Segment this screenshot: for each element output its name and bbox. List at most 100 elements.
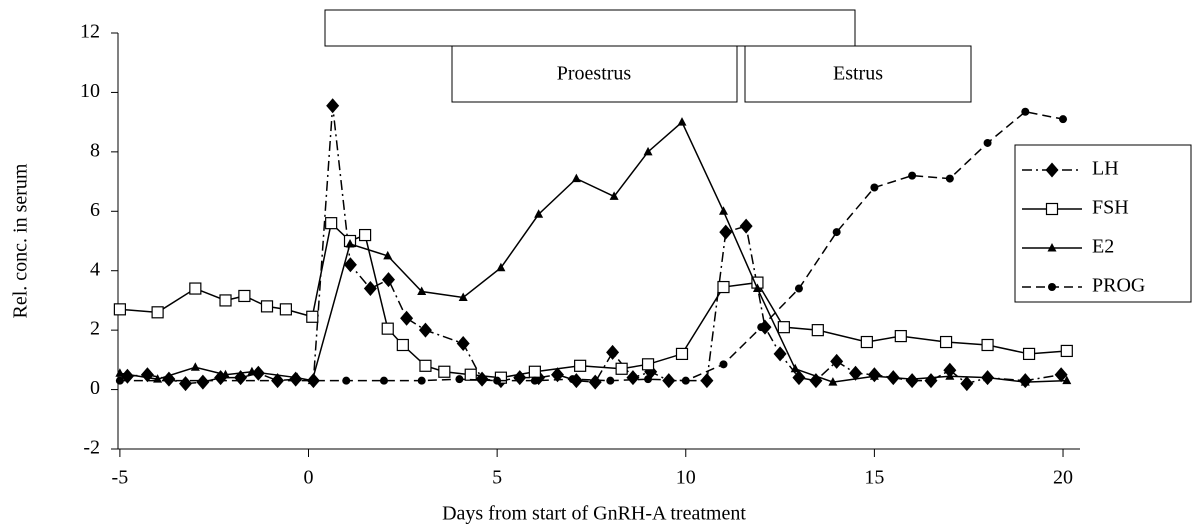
marker (945, 174, 954, 183)
marker (325, 217, 338, 230)
annotation: Proestrus (557, 63, 632, 85)
marker (1047, 243, 1057, 252)
marker (960, 376, 974, 392)
marker (530, 376, 539, 385)
marker (588, 374, 602, 390)
marker (681, 376, 690, 385)
marker (417, 286, 427, 296)
marker (981, 338, 994, 352)
series-line (119, 110, 1064, 382)
y-tick-label: 8 (90, 139, 100, 161)
marker (306, 310, 319, 323)
marker (719, 360, 728, 369)
marker (326, 98, 340, 114)
marker (983, 372, 993, 382)
marker (828, 377, 838, 386)
x-tick-label: 5 (492, 467, 502, 489)
marker (832, 228, 841, 237)
marker (381, 272, 395, 288)
x-tick-label: -5 (112, 467, 129, 489)
marker (190, 362, 200, 371)
marker (908, 171, 917, 180)
marker (1060, 344, 1073, 358)
marker (983, 138, 992, 147)
marker (1045, 202, 1059, 216)
marker (752, 283, 762, 293)
marker (574, 359, 587, 372)
marker (700, 373, 714, 389)
marker (189, 282, 202, 295)
marker (464, 368, 477, 381)
marker (1048, 283, 1056, 291)
marker (379, 376, 388, 385)
marker (496, 262, 506, 272)
y-tick-label: 2 (90, 318, 100, 340)
marker (458, 292, 468, 301)
marker (196, 374, 210, 390)
marker (418, 322, 432, 338)
legend-label: FSH (1092, 197, 1129, 219)
marker (643, 146, 653, 156)
marker (568, 375, 577, 384)
marker (417, 376, 426, 385)
marker (860, 335, 873, 349)
marker (493, 376, 502, 385)
marker (870, 183, 879, 192)
marker (151, 306, 164, 319)
marker (924, 373, 938, 389)
marker (943, 362, 957, 378)
series-line (119, 120, 1067, 383)
marker (345, 238, 355, 248)
marker (739, 218, 753, 234)
marker (247, 366, 257, 376)
marker (777, 321, 790, 334)
marker (363, 281, 377, 297)
marker (757, 323, 766, 332)
x-tick-label: 15 (864, 467, 884, 489)
marker (534, 209, 544, 218)
marker (1022, 347, 1036, 361)
marker (571, 173, 581, 183)
marker (606, 376, 615, 385)
marker (292, 372, 302, 382)
marker (830, 353, 844, 369)
legend-box (1014, 144, 1192, 303)
x-tick-label: 0 (304, 467, 314, 489)
marker (381, 322, 394, 335)
marker (113, 303, 126, 316)
phase-box (324, 9, 856, 47)
marker (359, 228, 372, 242)
marker (513, 370, 527, 386)
marker (260, 300, 274, 313)
marker (400, 310, 414, 326)
x-tick-label: 10 (676, 467, 696, 489)
marker (1021, 107, 1030, 116)
marker (907, 374, 917, 383)
marker (717, 280, 730, 294)
legend-label: LH (1092, 158, 1119, 180)
marker (456, 336, 470, 352)
marker (869, 371, 879, 380)
marker (1020, 377, 1030, 386)
marker (419, 359, 432, 372)
marker (342, 376, 351, 385)
marker (794, 284, 803, 293)
marker (219, 294, 232, 307)
marker (1045, 162, 1059, 178)
x-tick-label: 20 (1053, 467, 1073, 489)
y-tick-label: 0 (90, 377, 100, 399)
y-tick-label: -2 (83, 437, 100, 459)
marker (221, 369, 231, 379)
marker (1062, 375, 1072, 385)
marker (343, 257, 357, 273)
y-tick-label: 6 (90, 199, 100, 221)
marker (115, 376, 124, 385)
series-line (127, 105, 1062, 385)
y-tick-label: 12 (80, 21, 100, 43)
marker (626, 370, 640, 386)
marker (644, 375, 653, 384)
marker (939, 335, 953, 349)
marker (773, 346, 787, 362)
